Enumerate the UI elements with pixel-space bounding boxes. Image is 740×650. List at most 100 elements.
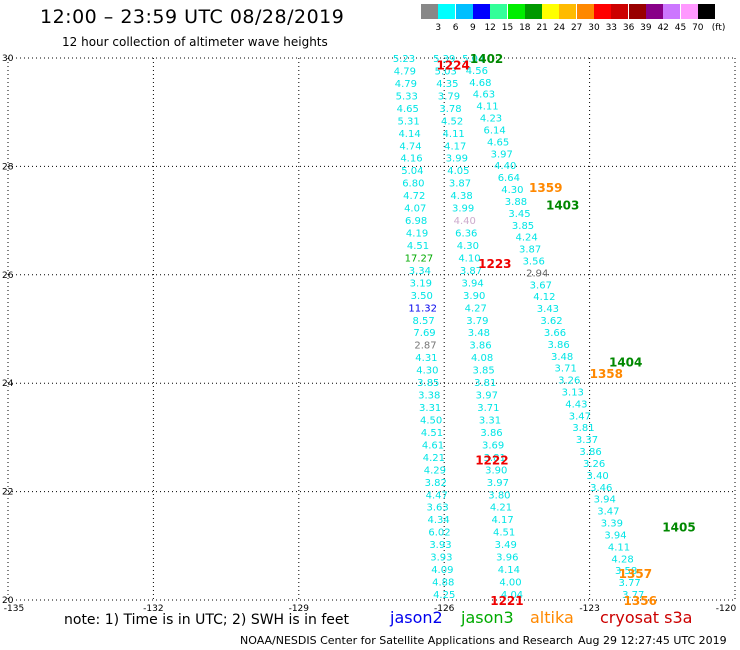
wave-height-value: 4.29: [424, 465, 446, 476]
wave-height-value: 3.31: [479, 415, 501, 426]
wave-height-value: 4.23: [480, 114, 502, 125]
wave-height-value: 4.74: [399, 141, 421, 152]
wave-height-value: 4.12: [533, 292, 555, 303]
wave-height-value: 2.94: [526, 268, 548, 279]
wave-height-value: 4.61: [422, 440, 444, 451]
wave-height-value: 3.94: [594, 495, 616, 506]
wave-height-value: 4.52: [441, 116, 463, 127]
wave-height-value: 3.50: [411, 291, 433, 302]
wave-height-value: 3.40: [587, 471, 609, 482]
wave-height-value: 4.21: [490, 503, 512, 514]
wave-height-value: 3.63: [427, 503, 449, 514]
wave-height-value: 3.85: [512, 221, 534, 232]
map-grid: [7, 57, 736, 601]
scale-swatch: [663, 4, 681, 19]
wave-height-value: 3.77: [619, 578, 641, 589]
map-subtitle: 12 hour collection of altimeter wave hei…: [62, 35, 328, 49]
wave-height-value: 3.81: [484, 453, 506, 464]
scale-swatch: [524, 4, 542, 19]
wave-height-value: 4.51: [493, 528, 515, 539]
wave-height-value: 3.71: [477, 403, 499, 414]
scale-swatch: [455, 4, 473, 19]
wave-height-value: 4.08: [471, 353, 493, 364]
scale-label: 70: [692, 23, 704, 33]
wave-height-value: 3.13: [562, 388, 584, 399]
wave-height-value: 3.69: [482, 440, 504, 451]
scale-swatch: [507, 4, 525, 19]
wave-height-value: 4.30: [501, 185, 523, 196]
wave-height-value: 4.25: [433, 590, 455, 601]
pass-time-label: 1357: [619, 567, 652, 581]
pass-time-label: 1358: [590, 367, 623, 381]
wave-height-value: 4.11: [608, 542, 630, 553]
wave-height-value: 3.81: [474, 378, 496, 389]
wave-height-value: 3.79: [466, 316, 488, 327]
wave-height-value: 3.90: [485, 465, 507, 476]
wave-height-value: 5.39: [433, 54, 455, 65]
wave-height-value: 4.00: [499, 578, 521, 589]
wave-height-value: 4.88: [432, 578, 454, 589]
wave-height-value: 4.04: [501, 590, 523, 601]
wave-height-value: 4.47: [426, 490, 448, 501]
scale-label: 12: [484, 23, 496, 33]
wave-height-value: 3.62: [540, 316, 562, 327]
scale-swatch: [576, 4, 594, 19]
lon-tick-label: -123: [579, 604, 599, 614]
scale-label: 24: [553, 23, 566, 33]
wave-height-value: 4.79: [394, 66, 416, 77]
wave-height-value: 5.33: [396, 91, 418, 102]
wave-height-value: 4.11: [476, 102, 498, 113]
wave-height-value: 3.77: [622, 590, 644, 601]
wave-height-value: 4.24: [515, 233, 537, 244]
pass-time-label: 1402: [470, 52, 503, 66]
scale-swatch: [697, 4, 715, 19]
wave-height-value: 3.82: [425, 478, 447, 489]
wave-height-value: 4.10: [458, 253, 480, 264]
axis-tick-labels: 30 28 26 24 22 20-135 -132 -129 -126 -123 -120: [2, 54, 736, 614]
wave-height-value: 4.31: [415, 353, 437, 364]
wave-height-value: 3.26: [583, 459, 605, 470]
scale-label: 33: [605, 23, 618, 33]
wave-height-value: 3.46: [590, 483, 612, 494]
wave-height-value: 3.39: [601, 519, 623, 530]
lon-tick-label: -135: [4, 604, 24, 614]
wave-height-value: 3.86: [480, 428, 502, 439]
scale-swatch: [472, 4, 490, 19]
legend-jason3: jason3: [461, 608, 514, 627]
wave-height-value: 4.17: [491, 515, 513, 526]
wave-height-value: 3.56: [523, 256, 545, 267]
wave-height-value: 3.97: [476, 391, 498, 402]
scale-label: 36: [622, 23, 635, 33]
wave-height-value: 4.05: [447, 166, 469, 177]
wave-height-value: 4.35: [436, 79, 458, 90]
satellite-tracks: 5.234.794.795.334.655.314.144.744.165.04…: [393, 54, 645, 601]
wave-height-value: 3.87: [519, 245, 541, 256]
lat-tick-label: 24: [2, 379, 14, 389]
wave-height-value: 3.99: [452, 204, 474, 215]
scale-label: 15: [501, 23, 514, 33]
wave-height-value: 3.43: [537, 304, 559, 315]
wave-height-value: 3.87: [449, 179, 471, 190]
legend-altika: altika: [530, 608, 574, 627]
wave-height-value: 11.32: [408, 303, 437, 314]
scale-label: 45: [674, 23, 687, 33]
units-note: note: 1) Time is in UTC; 2) SWH is in fe…: [64, 612, 350, 628]
wave-height-value: 3.38: [418, 391, 440, 402]
scale-swatch: [628, 4, 646, 19]
wave-height-value: 3.85: [473, 366, 495, 377]
wave-height-value: 3.45: [508, 209, 530, 220]
wave-height-value: 4.14: [498, 565, 520, 576]
wave-height-value: 3.37: [576, 435, 598, 446]
scale-swatch: [594, 4, 611, 19]
pass-time-label: 1404: [609, 356, 642, 370]
wave-height-value: 3.85: [417, 378, 439, 389]
wave-height-value: 6.98: [405, 216, 427, 227]
wave-height-value: 3.78: [439, 104, 461, 115]
wave-height-value: 5.04: [462, 54, 484, 65]
wave-height-value: 4.56: [466, 66, 488, 77]
wave-height-value: 6.14: [483, 125, 505, 136]
wave-height-value: 4.40: [454, 216, 476, 227]
lat-tick-label: 22: [2, 488, 13, 498]
wave-height-value: 3.86: [579, 447, 601, 458]
